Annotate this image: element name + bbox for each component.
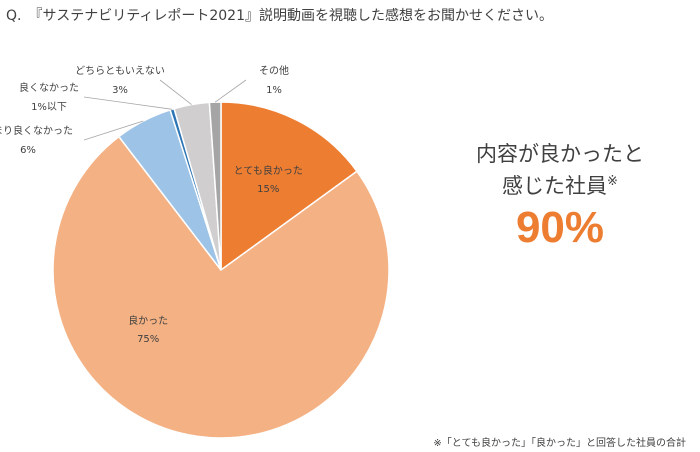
- leader-line: [214, 79, 247, 103]
- slice-label: その他: [259, 64, 289, 77]
- pie-slice: [220, 101, 358, 272]
- leader-line: [83, 120, 144, 141]
- pie-slice: [208, 101, 222, 271]
- slice-value-label: 3%: [112, 85, 128, 96]
- callout-line-1: 内容が良かったと: [476, 142, 644, 166]
- slice-value-label: 6%: [20, 145, 36, 156]
- question-title: Q. 『サステナビリティレポート2021』説明動画を視聴した感想をお聞かせくださ…: [6, 8, 553, 24]
- slice-value-label: 15%: [257, 184, 279, 195]
- slice-label: 良くなかった: [19, 81, 79, 94]
- slice-label: 良かった: [128, 314, 168, 327]
- pie-slice: [52, 135, 390, 439]
- slice-label: どちらともいえない: [75, 65, 165, 77]
- leader-line: [83, 96, 173, 110]
- slice-value-label: 75%: [137, 334, 159, 345]
- leader-line: [159, 79, 192, 105]
- slice-value-label: 1%以下: [31, 102, 67, 113]
- footnote: ※「とても良かった」「良かった」と回答した社員の合計: [433, 438, 686, 449]
- slice-label: とても良かった: [234, 164, 303, 177]
- callout-line-2: 感じた社員※: [450, 168, 670, 200]
- callout-footnote-mark: ※: [607, 174, 618, 189]
- callout-line-2-text: 感じた社員: [502, 174, 608, 198]
- slice-label: あまり良くなかった: [0, 124, 73, 137]
- callout-percent: 90%: [515, 203, 605, 252]
- slice-value-label: 1%: [266, 85, 282, 96]
- summary-callout: 内容が良かったと 感じた社員※ 90%: [450, 140, 670, 256]
